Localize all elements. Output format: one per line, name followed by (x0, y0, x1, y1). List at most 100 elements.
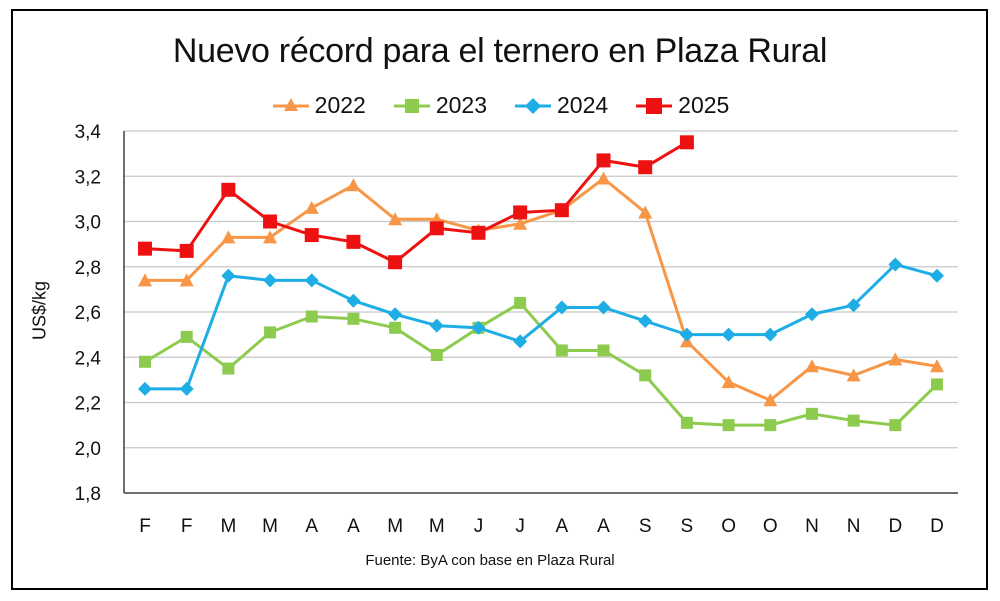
data-point-2022 (138, 273, 152, 287)
data-point-2022 (804, 359, 819, 373)
y-tick-label: 2,4 (75, 348, 102, 369)
data-point-2025 (679, 135, 694, 150)
data-point-2023 (680, 416, 693, 429)
data-point-2025 (263, 214, 278, 229)
data-point-2022 (763, 393, 778, 407)
data-point-2023 (805, 407, 818, 420)
y-tick-label: 3,4 (75, 122, 102, 143)
x-tick-label: O (721, 516, 736, 537)
x-tick-label: M (262, 516, 278, 537)
data-point-2022 (721, 375, 736, 389)
legend-item-2023: 2023 (392, 92, 487, 119)
data-point-2024 (888, 257, 903, 272)
y-tick-label: 2,2 (75, 394, 101, 415)
data-point-2025 (554, 203, 569, 218)
legend-marker-2022 (272, 97, 309, 111)
legend-label-2023: 2023 (435, 92, 487, 118)
x-tick-label: A (555, 516, 568, 537)
data-point-2024 (846, 298, 861, 313)
data-point-2022 (638, 205, 653, 219)
x-tick-label: D (930, 516, 944, 537)
data-point-2025 (346, 234, 361, 249)
x-tick-label: M (387, 516, 403, 537)
data-point-2022 (221, 230, 236, 244)
data-point-2023 (639, 369, 652, 382)
legend: 2022 2023 2024 2025 (0, 92, 1000, 119)
data-point-2024 (263, 273, 278, 288)
legend-marker-2025 (636, 97, 673, 114)
data-point-2022 (596, 171, 611, 185)
legend-item-2024: 2024 (513, 92, 608, 119)
data-point-2024 (346, 293, 361, 308)
x-tick-label: J (515, 516, 525, 537)
x-tick-label: S (681, 516, 694, 537)
x-tick-label: A (305, 516, 318, 537)
legend-item-2025: 2025 (634, 92, 729, 119)
data-point-2023 (722, 419, 735, 432)
y-tick-label: 2,6 (75, 303, 101, 324)
y-tick-label: 2,8 (75, 258, 101, 279)
data-point-2023 (180, 330, 193, 343)
data-point-2025 (388, 255, 403, 270)
data-point-2024 (554, 300, 569, 315)
x-tick-label: O (763, 516, 778, 537)
data-point-2023 (430, 348, 443, 361)
data-point-2023 (597, 344, 610, 357)
data-point-2024 (179, 381, 194, 396)
data-point-2022 (930, 359, 944, 373)
data-point-2024 (513, 334, 528, 349)
x-tick-label: N (805, 516, 819, 537)
data-point-2023 (139, 355, 151, 368)
data-point-2025 (513, 205, 528, 220)
series-line-2023 (144, 301, 939, 427)
data-point-2022 (346, 178, 361, 192)
data-point-2022 (888, 352, 903, 366)
data-point-2022 (513, 216, 528, 230)
data-point-2023 (514, 296, 527, 309)
source-note: Fuente: ByA con base en Plaza Rural (365, 552, 615, 569)
data-point-2024 (930, 268, 944, 283)
data-point-2025 (596, 153, 611, 168)
data-point-2024 (721, 327, 736, 342)
data-point-2025 (138, 241, 152, 256)
data-point-2023 (847, 414, 860, 427)
data-point-2024 (388, 307, 403, 322)
y-tick-label: 3,2 (75, 167, 101, 188)
data-point-2022 (846, 368, 861, 382)
x-tick-label: F (139, 516, 151, 537)
data-point-2024 (304, 273, 319, 288)
y-tick-label: 3,0 (75, 213, 101, 234)
x-tick-label: S (639, 516, 652, 537)
data-point-2025 (471, 225, 486, 240)
data-point-2022 (388, 212, 403, 226)
data-point-2023 (931, 378, 943, 391)
data-point-2025 (638, 160, 653, 175)
data-point-2024 (221, 268, 236, 283)
data-point-2025 (429, 221, 444, 236)
x-tick-label: M (220, 516, 236, 537)
legend-label-2022: 2022 (314, 92, 366, 118)
data-point-2024 (763, 327, 778, 342)
data-point-2022 (263, 230, 278, 244)
data-point-2024 (471, 320, 486, 335)
data-point-2023 (305, 310, 318, 323)
data-point-2023 (347, 312, 360, 325)
data-point-2024 (638, 314, 653, 329)
y-tick-label: 1,8 (75, 484, 101, 505)
data-point-2023 (222, 362, 235, 375)
data-point-2022 (304, 200, 319, 214)
legend-marker-2023 (393, 98, 430, 113)
data-point-2023 (764, 419, 777, 432)
data-point-2024 (804, 307, 819, 322)
legend-label-2024: 2024 (557, 92, 609, 118)
data-point-2025 (179, 243, 194, 258)
data-point-2025 (304, 228, 319, 243)
y-tick-label: 2,0 (75, 439, 101, 460)
data-point-2024 (679, 327, 694, 342)
data-point-2025 (221, 182, 236, 197)
x-tick-label: D (888, 516, 902, 537)
data-point-2023 (555, 344, 568, 357)
series-line-2022 (145, 177, 938, 402)
data-point-2023 (264, 326, 277, 339)
